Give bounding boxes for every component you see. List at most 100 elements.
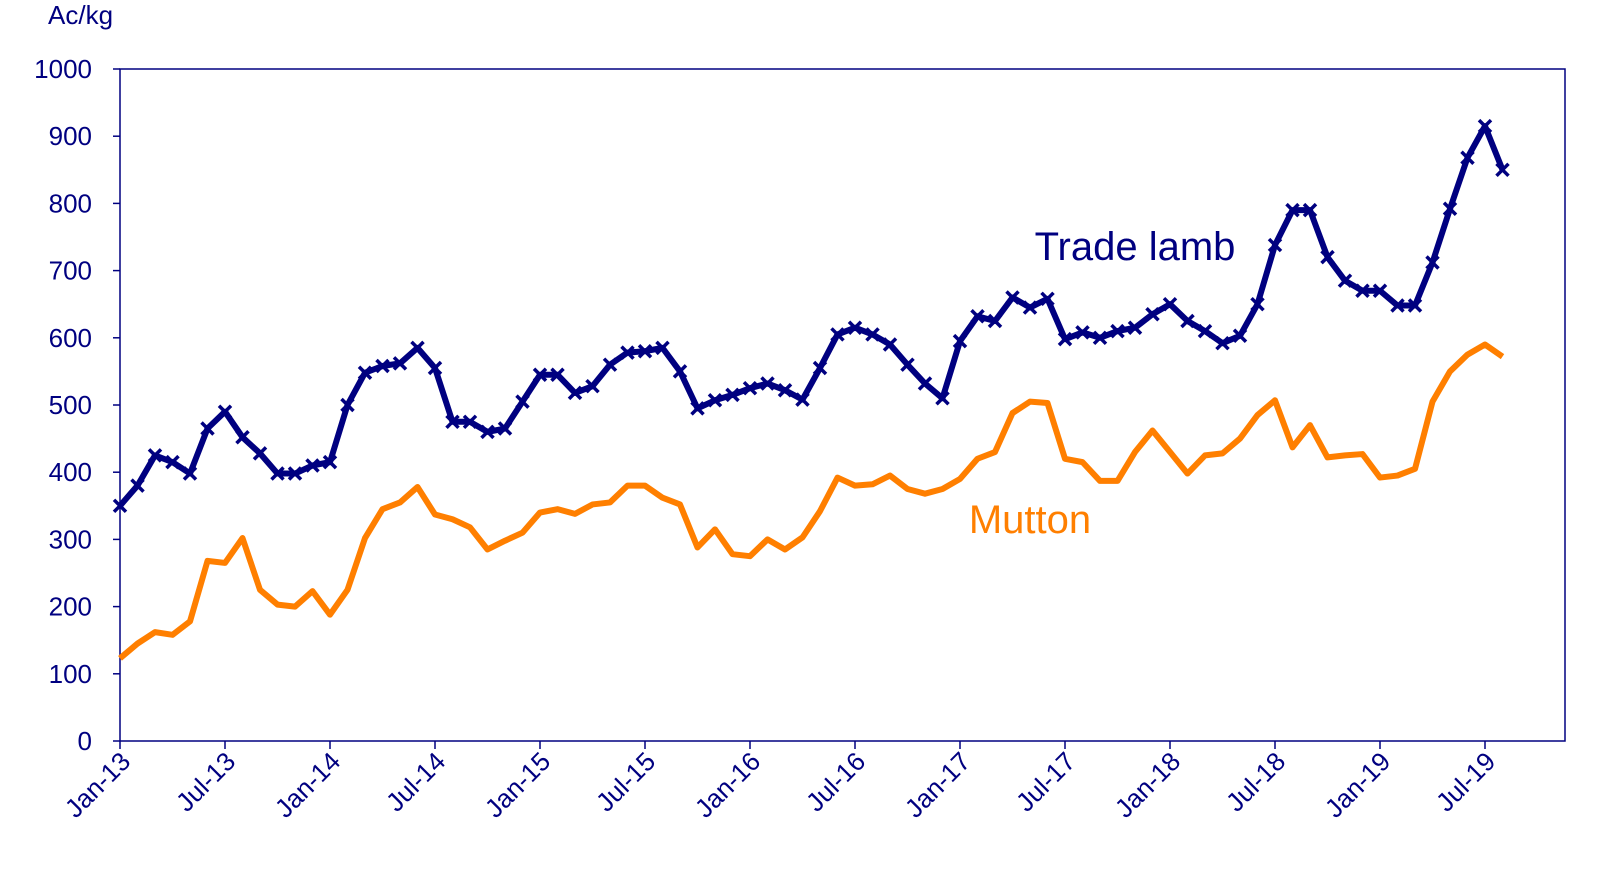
marker [1162,296,1178,312]
y-tick-label: 100 [49,659,92,689]
marker [1022,300,1038,315]
marker [165,454,180,470]
marker [375,358,390,374]
marker [830,327,845,342]
marker [1407,298,1423,313]
x-tick-label: Jul-17 [1010,746,1081,817]
marker [987,313,1003,329]
marker [392,356,408,371]
x-tick-label: Jul-14 [380,746,451,817]
marker [252,446,268,461]
marker [690,401,705,416]
y-tick-label: 1000 [34,54,92,84]
marker [410,340,425,356]
marker [742,380,758,396]
marker [1110,323,1125,339]
marker [795,392,810,407]
marker [1495,162,1510,178]
y-tick-label: 700 [49,256,92,286]
marker [1180,313,1195,329]
marker [462,414,478,430]
marker [235,430,250,445]
marker [655,340,670,356]
marker [322,454,338,470]
marker [602,357,618,372]
marker [1145,307,1160,322]
marker [777,382,793,398]
marker [900,357,915,372]
marker [707,393,723,408]
marker [1337,273,1353,288]
marker [1320,249,1335,265]
marker [725,387,740,403]
marker [1442,201,1458,217]
x-tick-label: Jul-19 [1430,746,1501,817]
marker [970,309,985,324]
x-tick-label: Jan-19 [1319,746,1396,823]
marker [1215,335,1230,351]
x-tick-label: Jan-15 [479,746,556,823]
series-line [118,341,1505,661]
marker [182,466,198,481]
y-tick-label: 600 [49,323,92,353]
x-tick-label: Jul-18 [1220,746,1291,817]
x-tick-label: Jan-17 [899,746,976,823]
marker [1092,330,1108,346]
marker [147,448,163,463]
marker [812,360,828,376]
marker [847,320,863,335]
marker [445,414,460,430]
marker [550,367,565,382]
y-axis-label: Ac/kg [48,0,113,30]
marker [1267,237,1283,253]
marker [305,458,320,473]
marker [1127,320,1143,335]
y-tick-label: 0 [78,726,92,756]
marker [1372,283,1388,298]
y-tick-label: 800 [49,188,92,218]
x-tick-label: Jan-13 [59,746,136,823]
marker [882,337,898,352]
marker [497,421,513,436]
marker [270,466,285,481]
x-tick-label: Jul-16 [800,746,871,817]
x-tick-label: Jan-14 [269,746,346,823]
series-label: Trade lamb [1035,225,1236,269]
y-tick-label: 500 [49,390,92,420]
marker [287,466,303,481]
marker [427,360,443,376]
marker [760,376,775,391]
marker [112,498,128,514]
marker [917,376,933,391]
marker [1390,298,1405,313]
x-tick-label: Jul-15 [590,746,661,817]
marker [200,421,215,436]
x-tick-label: Jan-16 [689,746,766,823]
marker [217,404,233,419]
marker [515,394,530,409]
y-tick-label: 200 [49,592,92,622]
marker [1355,283,1370,298]
marker [1460,150,1475,165]
marker [130,478,145,493]
marker [1232,328,1248,344]
marker [935,391,950,406]
y-tick-label: 400 [49,457,92,487]
marker [952,333,968,349]
y-tick-label: 900 [49,121,92,151]
marker [532,367,548,382]
marker [1477,118,1493,134]
y-tick-label: 300 [49,524,92,554]
marker [1057,331,1073,347]
marker [567,385,583,401]
marker [585,378,600,394]
marker [357,365,373,380]
marker [672,364,688,379]
marker [1425,255,1440,270]
plot-frame [119,68,1566,742]
marker [1005,290,1020,305]
marker [340,397,355,413]
marker [1197,323,1213,339]
marker [1302,202,1318,218]
